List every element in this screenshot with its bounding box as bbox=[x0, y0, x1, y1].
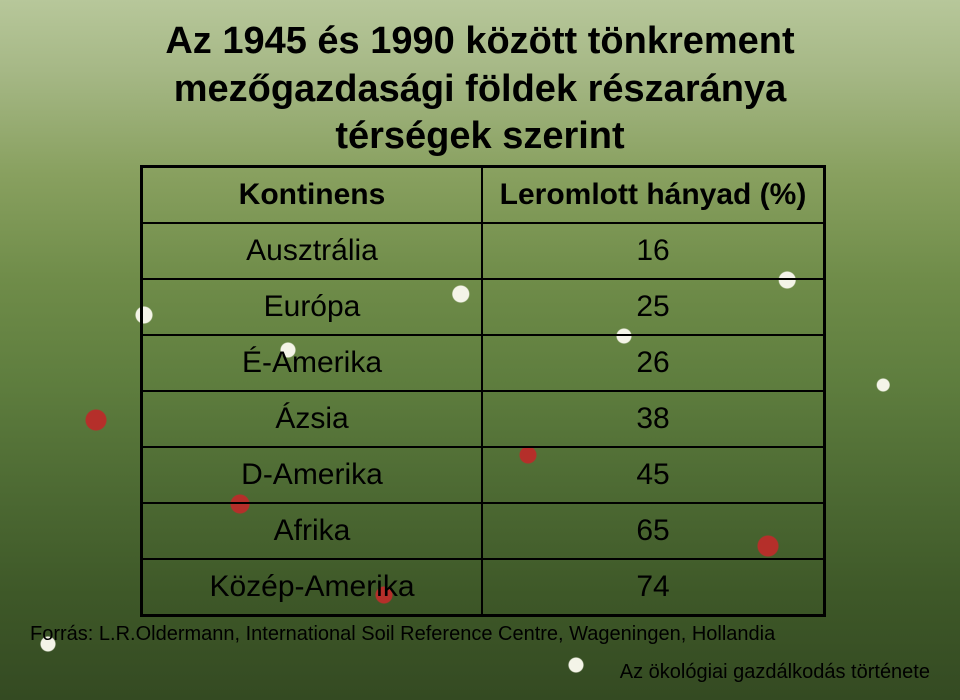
region-cell: Afrika bbox=[143, 504, 483, 558]
table-row: Ázsia 38 bbox=[143, 390, 823, 446]
value-cell: 38 bbox=[483, 392, 823, 446]
table-row: Afrika 65 bbox=[143, 502, 823, 558]
table-header-row: Kontinens Leromlott hányad (%) bbox=[143, 168, 823, 222]
title-line-3: térségek szerint bbox=[335, 115, 624, 157]
table-row: Európa 25 bbox=[143, 278, 823, 334]
value-cell: 45 bbox=[483, 448, 823, 502]
value-cell: 74 bbox=[483, 560, 823, 614]
data-table: Kontinens Leromlott hányad (%) Ausztráli… bbox=[140, 165, 826, 617]
value-cell: 25 bbox=[483, 280, 823, 334]
table-row: D-Amerika 45 bbox=[143, 446, 823, 502]
header-region: Kontinens bbox=[143, 168, 483, 222]
header-value: Leromlott hányad (%) bbox=[483, 168, 823, 222]
source-citation: Forrás: L.R.Oldermann, International Soi… bbox=[30, 623, 775, 646]
title-line-2: mezőgazdasági földek részaránya bbox=[174, 68, 786, 110]
slide-title: Az 1945 és 1990 között tönkrement mezőga… bbox=[0, 18, 960, 161]
region-cell: D-Amerika bbox=[143, 448, 483, 502]
region-cell: Ázsia bbox=[143, 392, 483, 446]
value-cell: 26 bbox=[483, 336, 823, 390]
region-cell: É-Amerika bbox=[143, 336, 483, 390]
table-row: Ausztrália 16 bbox=[143, 222, 823, 278]
value-cell: 16 bbox=[483, 224, 823, 278]
table-row: Közép-Amerika 74 bbox=[143, 558, 823, 614]
table-row: É-Amerika 26 bbox=[143, 334, 823, 390]
footer-text: Az ökológiai gazdálkodás története bbox=[620, 661, 930, 684]
region-cell: Európa bbox=[143, 280, 483, 334]
region-cell: Közép-Amerika bbox=[143, 560, 483, 614]
value-cell: 65 bbox=[483, 504, 823, 558]
region-cell: Ausztrália bbox=[143, 224, 483, 278]
title-line-1: Az 1945 és 1990 között tönkrement bbox=[165, 20, 794, 62]
slide-background: Az 1945 és 1990 között tönkrement mezőga… bbox=[0, 0, 960, 700]
